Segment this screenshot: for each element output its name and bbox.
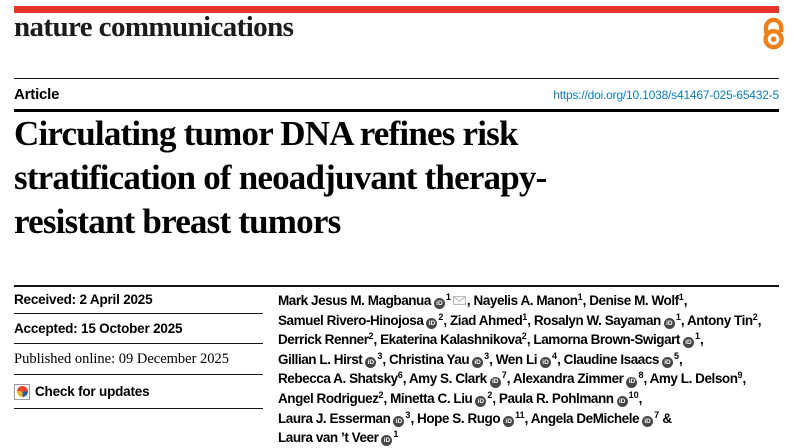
affiliation-superscript: 2 xyxy=(438,311,444,322)
affiliation-superscript: 9 xyxy=(737,370,743,381)
orcid-icon[interactable]: iD xyxy=(503,415,515,427)
check-for-updates-button[interactable]: Check for updates xyxy=(14,375,263,409)
affiliation-superscript: 8 xyxy=(638,370,644,381)
affiliation-superscript: 5 xyxy=(673,350,679,361)
orcid-icon[interactable]: iD xyxy=(663,317,675,329)
affiliation-superscript: 1 xyxy=(577,292,583,302)
email-icon[interactable] xyxy=(452,291,466,311)
orcid-icon[interactable]: iD xyxy=(682,337,694,349)
article-type-row: Article https://doi.org/10.1038/s41467-0… xyxy=(14,86,779,103)
divider-thick xyxy=(14,109,779,112)
author-line: Mark Jesus M. Magbanua iD1, Nayelis A. Ma… xyxy=(278,291,793,311)
author-line: Laura J. Esserman iD3, Hope S. Rugo iD11, … xyxy=(278,409,672,427)
affiliation-superscript: 6 xyxy=(397,370,403,381)
article-title-line: Circulating tumor DNA refines risk xyxy=(14,114,518,153)
affiliation-superscript: 2 xyxy=(487,389,493,400)
open-access-icon xyxy=(763,17,784,50)
affiliation-superscript: 4 xyxy=(552,350,558,361)
orcid-icon[interactable]: iD xyxy=(393,415,405,427)
affiliation-superscript: 2 xyxy=(368,331,374,342)
article-title: Circulating tumor DNA refines risk strati… xyxy=(14,112,734,244)
crossmark-icon xyxy=(14,383,30,400)
author-line: Samuel Rivero-Hinojosa iD2, Ziad Ahmed1, … xyxy=(278,311,762,329)
affiliation-superscript: 3 xyxy=(484,350,490,361)
orcid-icon[interactable]: iD xyxy=(472,357,484,369)
divider-meta xyxy=(14,285,779,287)
affiliation-superscript: 1 xyxy=(393,429,399,440)
divider-top xyxy=(14,78,779,80)
orcid-icon[interactable]: iD xyxy=(661,357,673,369)
received-date: Received: 2 April 2025 xyxy=(14,286,263,314)
affiliation-superscript: 7 xyxy=(501,370,507,381)
accepted-date: Accepted: 15 October 2025 xyxy=(14,314,263,344)
orcid-icon[interactable]: iD xyxy=(540,357,552,369)
affiliation-superscript: 2 xyxy=(752,311,758,322)
orcid-icon[interactable]: iD xyxy=(616,396,628,408)
affiliation-superscript: 2 xyxy=(378,389,384,400)
brand-bar xyxy=(14,6,779,13)
doi-link[interactable]: https://doi.org/10.1038/s41467-025-65432… xyxy=(553,88,779,102)
orcid-icon[interactable]: iD xyxy=(489,376,501,388)
affiliation-superscript: 3 xyxy=(377,350,383,361)
article-title-line: stratification of neoadjuvant therapy- xyxy=(14,158,547,197)
journal-logo[interactable]: nature communications xyxy=(14,11,294,43)
orcid-icon[interactable]: iD xyxy=(433,298,445,310)
orcid-icon[interactable]: iD xyxy=(426,317,438,329)
affiliation-superscript: 1 xyxy=(445,292,451,302)
article-type-label: Article xyxy=(14,86,60,103)
affiliation-superscript: 7 xyxy=(654,409,660,420)
affiliation-superscript: 2 xyxy=(521,331,527,342)
affiliation-superscript: 1 xyxy=(522,311,528,322)
orcid-icon[interactable]: iD xyxy=(626,376,638,388)
affiliation-superscript: 1 xyxy=(694,331,700,342)
article-title-line: resistant breast tumors xyxy=(14,202,341,241)
author-list: Mark Jesus M. Magbanua iD1, Nayelis A. Ma… xyxy=(278,291,793,448)
orcid-icon[interactable]: iD xyxy=(381,435,393,447)
affiliation-superscript: 11 xyxy=(515,409,525,420)
author-line: Angel Rodriguez2, Minetta C. Liu iD2, Pau… xyxy=(278,389,642,408)
affiliation-superscript: 3 xyxy=(405,409,411,420)
affiliation-superscript: 1 xyxy=(675,311,681,322)
author-line: Derrick Renner2, Ekaterina Kalashnikova2… xyxy=(278,331,704,349)
affiliation-superscript: 10 xyxy=(628,389,639,400)
orcid-icon[interactable]: iD xyxy=(365,357,377,369)
author-line: Laura van ’t Veer iD1 xyxy=(278,429,399,447)
author-line: Rebecca A. Shatsky6, Amy S. Clark iD7, Al… xyxy=(278,370,746,388)
orcid-icon[interactable]: iD xyxy=(475,396,487,408)
article-dates-panel: Received: 2 April 2025 Accepted: 15 Octo… xyxy=(14,286,263,409)
orcid-icon[interactable]: iD xyxy=(642,415,654,427)
author-line: Gillian L. Hirst iD3, Christina Yau iD3, W… xyxy=(278,350,683,369)
check-for-updates-label: Check for updates xyxy=(35,384,150,399)
affiliation-superscript: 1 xyxy=(678,292,684,302)
published-date: Published online: 09 December 2025 xyxy=(14,344,263,375)
